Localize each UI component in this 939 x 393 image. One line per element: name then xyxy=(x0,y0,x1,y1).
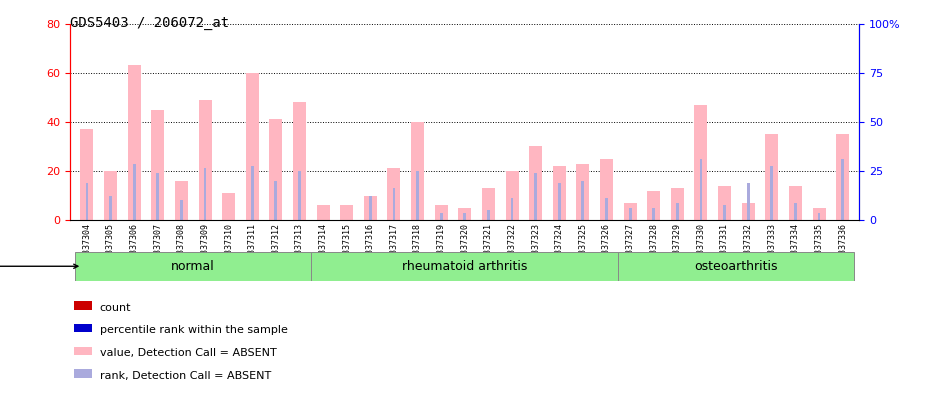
Text: rheumatoid arthritis: rheumatoid arthritis xyxy=(402,260,528,273)
Bar xyxy=(312,252,618,281)
Bar xyxy=(553,166,566,220)
Bar xyxy=(623,203,637,220)
Bar xyxy=(151,110,164,220)
Bar xyxy=(157,173,160,220)
Bar xyxy=(600,159,613,220)
Bar xyxy=(411,122,424,220)
Bar xyxy=(132,163,135,220)
Bar xyxy=(74,324,92,332)
Bar xyxy=(74,301,92,310)
Bar xyxy=(676,203,679,220)
Bar xyxy=(298,171,300,220)
Bar xyxy=(463,213,467,220)
Bar xyxy=(388,169,400,220)
Bar xyxy=(742,203,755,220)
Bar xyxy=(841,159,844,220)
Bar xyxy=(458,208,471,220)
Bar xyxy=(505,171,518,220)
Bar xyxy=(482,188,495,220)
Text: GDS5403 / 206072_at: GDS5403 / 206072_at xyxy=(70,16,229,30)
Bar xyxy=(487,210,490,220)
Bar xyxy=(770,166,773,220)
Bar xyxy=(198,100,211,220)
Bar xyxy=(340,205,353,220)
Bar xyxy=(393,188,395,220)
Text: count: count xyxy=(100,303,131,313)
Bar xyxy=(618,252,854,281)
Text: percentile rank within the sample: percentile rank within the sample xyxy=(100,325,287,336)
Bar xyxy=(558,183,561,220)
Bar xyxy=(695,105,707,220)
Bar xyxy=(534,173,537,220)
Bar xyxy=(653,208,655,220)
Bar xyxy=(747,183,749,220)
Bar xyxy=(511,198,514,220)
Bar xyxy=(251,166,254,220)
Bar xyxy=(293,102,306,220)
Bar xyxy=(670,188,684,220)
Bar xyxy=(530,146,542,220)
Bar xyxy=(246,73,259,220)
Bar xyxy=(818,213,821,220)
Bar xyxy=(175,181,188,220)
Bar xyxy=(765,134,778,220)
Text: value, Detection Call = ABSENT: value, Detection Call = ABSENT xyxy=(100,348,276,358)
Bar xyxy=(718,186,731,220)
Bar xyxy=(629,208,632,220)
Bar xyxy=(363,195,377,220)
Bar xyxy=(180,200,183,220)
Bar xyxy=(274,181,277,220)
Bar xyxy=(204,169,207,220)
Bar xyxy=(439,213,442,220)
Bar xyxy=(74,347,92,355)
Bar xyxy=(104,171,117,220)
Bar xyxy=(316,205,330,220)
Bar xyxy=(223,193,235,220)
Bar xyxy=(128,65,141,220)
Bar xyxy=(700,159,702,220)
Bar xyxy=(581,181,584,220)
Bar xyxy=(109,195,112,220)
Bar xyxy=(836,134,849,220)
Text: rank, Detection Call = ABSENT: rank, Detection Call = ABSENT xyxy=(100,371,270,381)
Text: osteoarthritis: osteoarthritis xyxy=(695,260,778,273)
Bar xyxy=(812,208,825,220)
Bar xyxy=(75,252,312,281)
Bar xyxy=(647,191,660,220)
Bar xyxy=(85,183,88,220)
Bar xyxy=(435,205,448,220)
Text: disease state: disease state xyxy=(0,261,78,271)
Bar xyxy=(794,203,797,220)
Bar xyxy=(577,163,590,220)
Text: normal: normal xyxy=(171,260,215,273)
Bar xyxy=(74,369,92,378)
Bar xyxy=(269,119,283,220)
Bar xyxy=(369,195,372,220)
Bar xyxy=(789,186,802,220)
Bar xyxy=(723,205,726,220)
Bar xyxy=(416,171,419,220)
Bar xyxy=(605,198,608,220)
Bar xyxy=(81,129,94,220)
